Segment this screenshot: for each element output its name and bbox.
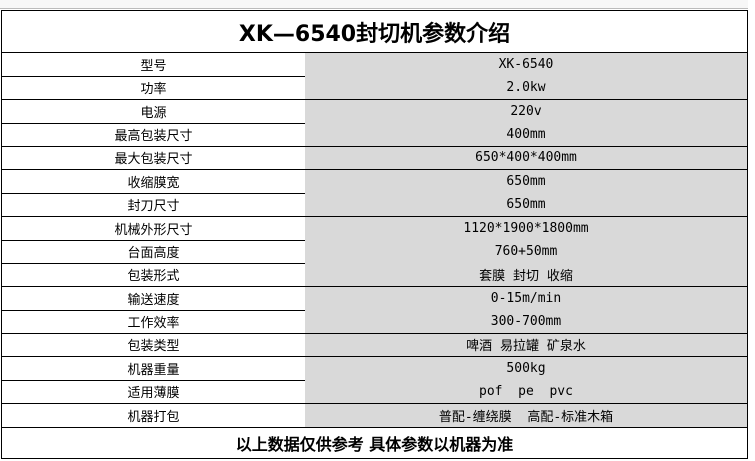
label-cell: 输送速度 — [1, 286, 306, 311]
value-cell: XK-6540 — [305, 53, 748, 77]
value-cell: 220v — [305, 99, 748, 124]
label-cell: 包装类型 — [1, 333, 306, 358]
label-cell: 机器打包 — [1, 403, 306, 428]
value-cell: 760+50mm — [305, 240, 748, 264]
label-cell: 机械外形尺寸 — [1, 216, 306, 241]
value-cell: pof pe pvc — [305, 380, 748, 405]
label-cell: 电源 — [1, 99, 306, 124]
label-cell: 适用薄膜 — [1, 380, 306, 405]
label-cell: 收缩膜宽 — [1, 169, 306, 194]
value-cell: 2.0kw — [305, 76, 748, 101]
value-cell: 650mm — [305, 193, 748, 218]
value-cell: 650mm — [305, 169, 748, 194]
value-cell: 400mm — [305, 123, 748, 147]
label-cell: 功率 — [1, 76, 306, 101]
value-cell: 啤酒 易拉罐 矿泉水 — [305, 333, 748, 358]
value-cell: 300-700mm — [305, 310, 748, 334]
label-cell: 最高包装尺寸 — [1, 123, 306, 147]
title: XK—6540封切机参数介绍 — [1, 10, 748, 53]
label-cell: 最大包装尺寸 — [1, 146, 306, 171]
value-cell: 套膜 封切 收缩 — [305, 263, 748, 288]
label-cell: 封刀尺寸 — [1, 193, 306, 218]
value-cell: 普配-缠绕膜 高配-标准木箱 — [305, 403, 748, 428]
label-cell: 型号 — [1, 53, 306, 77]
label-cell: 台面高度 — [1, 240, 306, 264]
label-cell: 包装形式 — [1, 263, 306, 288]
footer: 以上数据仅供参考 具体参数以机器为准 — [1, 427, 748, 459]
value-cell: 500kg — [305, 356, 748, 381]
value-cell: 1120*1900*1800mm — [305, 216, 748, 241]
value-cell: 0-15m/min — [305, 286, 748, 311]
label-cell: 机器重量 — [1, 356, 306, 381]
top-strip — [0, 0, 748, 9]
label-cell: 工作效率 — [1, 310, 306, 334]
value-cell: 650*400*400mm — [305, 146, 748, 171]
